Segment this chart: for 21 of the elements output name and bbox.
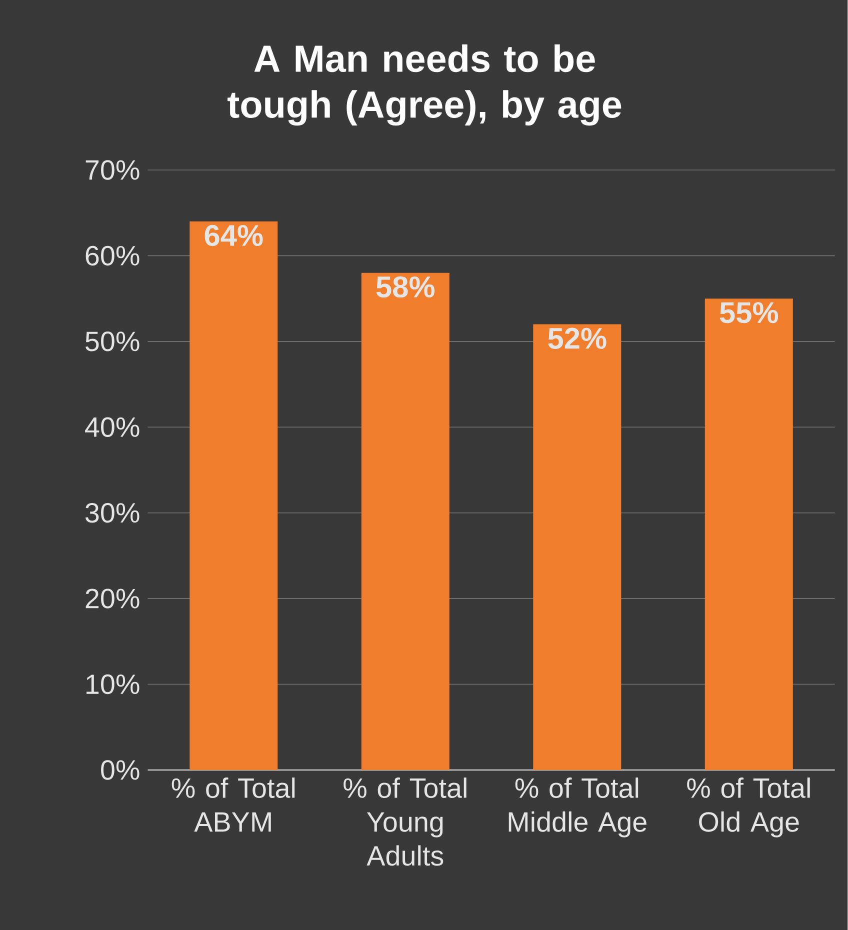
data-label: 64% [204, 224, 263, 246]
data-label: 58% [376, 276, 435, 298]
x-tick-label: % of Total Middle Age [508, 778, 647, 838]
x-tick-label: % of Total Young Adults [344, 778, 466, 866]
y-tick-label: 20% [86, 588, 140, 608]
x-tick-label: % of Total Old Age [687, 778, 810, 838]
bar [190, 221, 278, 770]
bar [533, 324, 622, 770]
data-label: 52% [548, 328, 606, 349]
bar [705, 298, 794, 770]
y-tick-label: 30% [86, 502, 140, 523]
chart-title: A Man needs to be tough (Agree), by age [228, 44, 622, 126]
data-label: 55% [720, 302, 778, 324]
y-tick-label: 0% [101, 760, 140, 780]
y-tick-label: 40% [85, 417, 140, 437]
bar [362, 272, 450, 770]
y-tick-label: 70% [86, 160, 140, 180]
y-tick-label: 50% [86, 332, 140, 352]
x-tick-label: % of Total ABYM [172, 778, 295, 832]
y-tick-label: 10% [86, 674, 140, 694]
y-tick-label: 60% [86, 246, 140, 266]
